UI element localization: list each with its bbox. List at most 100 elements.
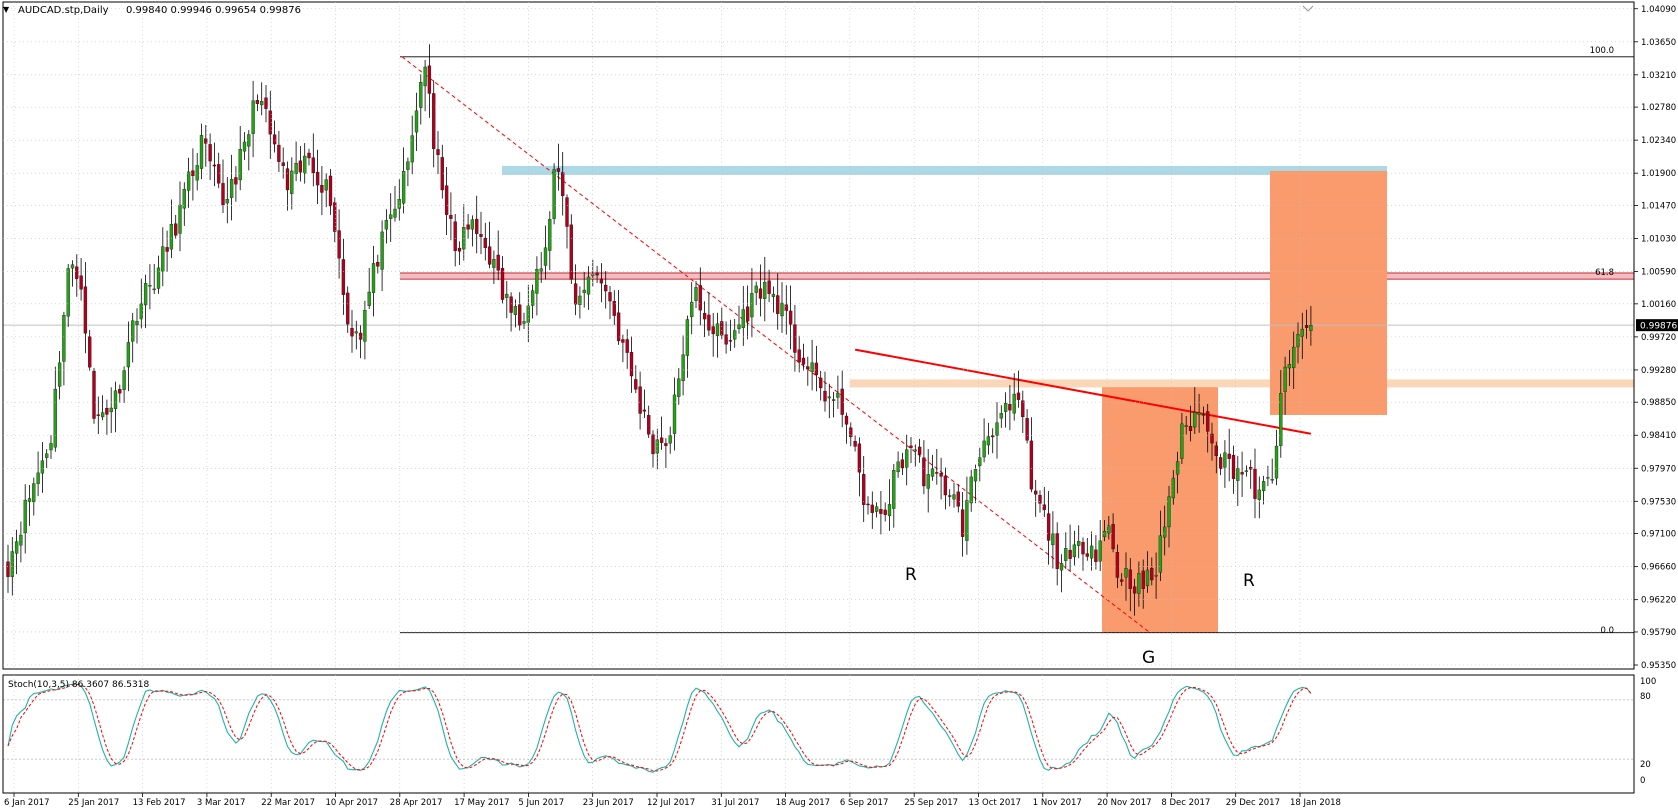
candle-body-160 (694, 287, 698, 301)
candle-body-174 (754, 285, 758, 293)
candle-body-150 (651, 434, 655, 455)
candle-body-297 (1283, 366, 1287, 392)
candle-body-2 (14, 541, 19, 554)
candle-body-242 (1046, 513, 1051, 541)
candle-body-8 (40, 460, 45, 474)
candle-body-146 (634, 379, 638, 390)
candle-body-104 (453, 221, 457, 251)
candle-body-230 (995, 422, 999, 436)
candle-body-135 (586, 276, 591, 295)
candle-body-255 (1102, 530, 1107, 538)
candle-body-259 (1120, 579, 1124, 582)
stochastic-layer (3, 683, 1634, 773)
candle-body-249 (1077, 541, 1081, 546)
y-tick-label-11: 0.99280 (1641, 366, 1676, 376)
x-tick-label-13: 6 Sep 2017 (840, 798, 888, 808)
candle-body-234 (1012, 393, 1016, 414)
candle-body-91 (397, 198, 401, 209)
candle-body-68 (298, 160, 303, 173)
candle-body-248 (1072, 544, 1077, 558)
candle-body-247 (1068, 549, 1072, 559)
main-panel-frame (2, 1, 1635, 670)
candle-body-294 (1270, 479, 1274, 481)
candle-body-29 (131, 320, 135, 342)
candle-body-36 (161, 246, 165, 272)
y-tick-label-20: 0.95350 (1641, 661, 1676, 671)
candle-body-128 (556, 168, 561, 172)
candle-body-172 (745, 306, 750, 322)
candle-body-70 (307, 152, 311, 159)
candle-body-143 (621, 339, 625, 343)
candle-body-55 (242, 141, 247, 152)
target-projection-box (1270, 170, 1387, 415)
candle-body-111 (483, 237, 487, 248)
candle-body-9 (45, 453, 49, 458)
stoch-label-80: 80 (1640, 692, 1651, 702)
collapse-arrow-icon[interactable]: ▼ (3, 5, 10, 14)
candle-body-196 (849, 427, 853, 438)
candle-body-102 (444, 185, 449, 215)
candle-body-184 (797, 349, 801, 363)
candle-body-107 (466, 224, 470, 230)
candle-body-260 (1124, 568, 1128, 578)
candle-body-51 (225, 198, 229, 204)
candle-body-208 (900, 459, 905, 469)
candle-body-197 (853, 440, 857, 447)
candle-body-154 (668, 435, 672, 444)
candle-body-80 (350, 327, 354, 337)
candle-body-74 (324, 179, 328, 191)
candle-body-162 (702, 313, 707, 320)
candle-body-86 (376, 261, 380, 267)
candle-body-12 (57, 362, 62, 387)
candle-body-225 (973, 469, 978, 482)
x-tick-label-3: 3 Mar 2017 (197, 798, 245, 808)
candle-body-269 (1163, 526, 1167, 538)
candle-body-295 (1274, 445, 1279, 479)
candle-body-289 (1249, 466, 1253, 470)
fib-61-8-band (400, 272, 1634, 281)
candle-body-133 (578, 295, 582, 305)
candle-body-113 (492, 259, 496, 268)
fib-label-0: 0.0 (1600, 626, 1614, 636)
candle-body-66 (290, 170, 294, 194)
candle-body-73 (320, 184, 324, 193)
y-tick-label-15: 0.97530 (1641, 497, 1676, 507)
candle-body-226 (978, 457, 982, 466)
candle-body-181 (784, 304, 788, 312)
candle-body-237 (1025, 418, 1029, 441)
stoch-label-100: 100 (1640, 677, 1656, 687)
candle-body-159 (690, 301, 694, 318)
candle-body-88 (384, 220, 389, 230)
y-tick-label-4: 1.02340 (1641, 136, 1676, 146)
x-tick-label-14: 25 Sep 2017 (904, 798, 958, 808)
neckline-zone-band (850, 379, 1634, 388)
candle-body-78 (341, 259, 346, 295)
candle-body-58 (255, 100, 260, 104)
candle-body-185 (801, 357, 806, 365)
x-tick-label-9: 23 Jun 2017 (583, 798, 634, 808)
candle-body-117 (509, 296, 513, 313)
candle-body-140 (608, 292, 612, 302)
x-tick-label-6: 28 Apr 2017 (390, 798, 443, 808)
candle-body-95 (414, 110, 419, 133)
x-tick-label-17: 20 Nov 2017 (1097, 798, 1151, 808)
candle-body-166 (720, 321, 724, 336)
candle-body-253 (1094, 549, 1098, 562)
candle-body-115 (500, 267, 505, 300)
left-shoulder-label: R (905, 565, 917, 585)
candle-body-67 (294, 162, 298, 174)
frames-layer (2, 1, 1635, 794)
candle-body-201 (870, 504, 874, 513)
candle-body-17 (79, 275, 83, 290)
candle-body-64 (281, 162, 285, 166)
candle-body-292 (1261, 481, 1266, 492)
candle-body-125 (543, 247, 548, 266)
y-tick-label-17: 0.96660 (1641, 563, 1676, 573)
candle-body-14 (66, 268, 70, 317)
candle-body-275 (1188, 426, 1193, 431)
candle-body-0 (6, 561, 10, 577)
candle-body-170 (737, 324, 741, 329)
candle-body-223 (965, 500, 969, 541)
